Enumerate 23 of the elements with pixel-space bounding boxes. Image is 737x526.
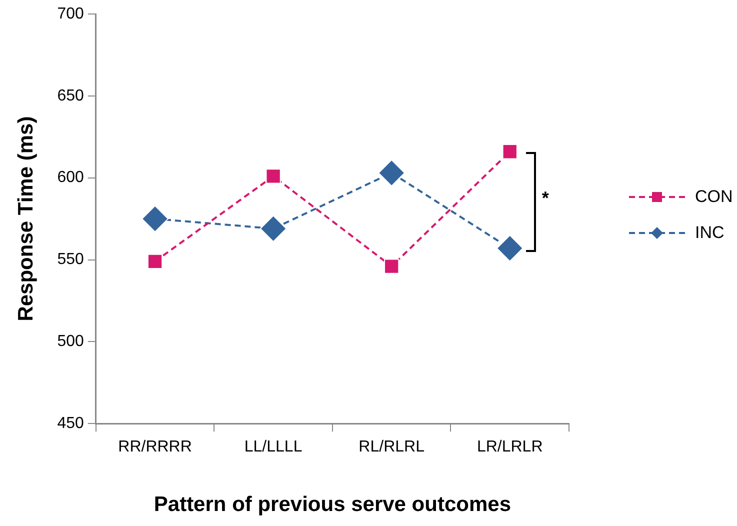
y-axis-title: Response Time (ms) <box>14 116 38 322</box>
point <box>384 258 400 274</box>
y-tick-label: 700 <box>57 5 84 22</box>
legend-label: INC <box>695 222 724 243</box>
annotation: * <box>542 188 549 209</box>
x-tick-label: RL/RLRL <box>358 438 425 456</box>
point <box>260 215 287 242</box>
y-tick-label: 650 <box>57 87 84 104</box>
x-tick-label: LL/LLLL <box>244 438 302 456</box>
y-tick-label: 600 <box>57 169 84 186</box>
x-axis-title: Pattern of previous serve outcomes <box>154 493 512 516</box>
point <box>496 234 524 262</box>
point <box>502 144 518 160</box>
y-tick-label: 450 <box>57 415 84 432</box>
point <box>378 159 406 186</box>
point <box>142 205 169 232</box>
legend-label: CON <box>695 186 733 207</box>
point <box>266 168 281 184</box>
point <box>147 254 163 269</box>
y-tick-label: 550 <box>57 251 84 268</box>
y-tick-label: 500 <box>57 333 84 350</box>
x-tick-label: RR/RRRR <box>118 438 192 456</box>
x-tick-label: LR/LRLR <box>476 438 543 456</box>
